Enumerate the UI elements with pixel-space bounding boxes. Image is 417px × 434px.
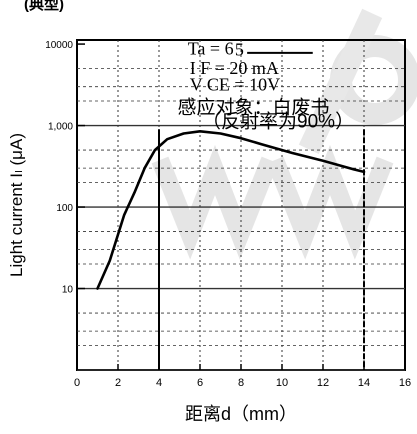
annotation-text: 5 xyxy=(235,40,244,60)
y-tick-label: 10 xyxy=(62,285,74,296)
x-tick-label: 4 xyxy=(156,377,162,389)
annotation-text: 感应对象：白废书 xyxy=(177,97,329,119)
x-tick-label: 12 xyxy=(317,377,329,389)
y-axis-label: Light current Iₗ (μA) xyxy=(7,133,26,277)
y-tick-label: 10000 xyxy=(45,40,73,51)
x-tick-label: 14 xyxy=(358,377,370,389)
y-axis-ticks: 10000 1,000 100 10 xyxy=(45,40,85,296)
x-tick-label: 8 xyxy=(238,377,244,389)
x-axis-label: 距离d（mm） xyxy=(185,404,297,424)
x-tick-label: 6 xyxy=(197,377,203,389)
x-tick-label: 2 xyxy=(115,377,121,389)
x-tick-label: 0 xyxy=(74,377,80,389)
annotation-text: （反射率为90%） xyxy=(202,110,354,132)
series-layer xyxy=(96,129,366,370)
annotation-text: I F = 20 mA xyxy=(190,58,279,78)
annotation-text: V CE = 10V xyxy=(190,74,280,94)
annotation-text: Ta = 6 xyxy=(188,38,234,58)
y-tick-label: 1,000 xyxy=(48,122,73,133)
x-axis-ticks: 0 2 4 6 8 10 12 14 16 xyxy=(74,364,411,389)
chart-annotations: Ta = 6 5I F = 20 mAV CE = 10V 感应对象：白废书（反射率… xyxy=(177,38,354,132)
y-tick-label: 100 xyxy=(56,203,73,214)
header-fragment: (典型) xyxy=(24,0,64,13)
x-tick-label: 16 xyxy=(399,377,411,389)
series-line xyxy=(96,130,366,290)
x-tick-label: 10 xyxy=(276,377,288,389)
